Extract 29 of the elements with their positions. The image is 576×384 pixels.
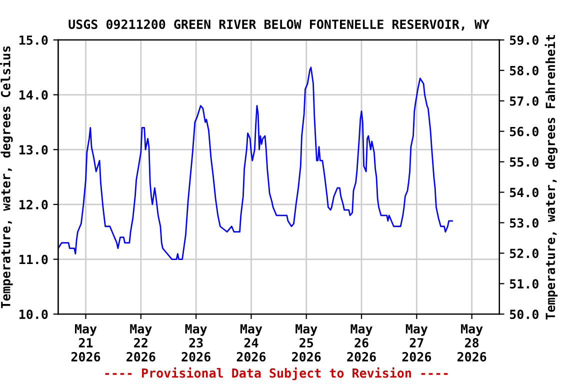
- y-tick-label: 12.0: [20, 200, 48, 210]
- y2-tick-label: 51.0: [510, 279, 538, 289]
- y2-axis-title: Temperature, water, degrees Fahrenheit: [544, 35, 558, 320]
- y2-tick-label: 55.0: [510, 157, 538, 167]
- y2-tick-label: 57.0: [510, 96, 538, 106]
- y-tick-label: 13.0: [20, 145, 48, 155]
- y-tick-label: 11.0: [20, 254, 48, 264]
- x-tick-label: May 27 2026: [402, 324, 432, 362]
- x-tick-label: May 25 2026: [292, 324, 321, 362]
- y2-tick-label: 56.0: [510, 126, 538, 136]
- line-series: [58, 66, 453, 260]
- x-tick-label: May 26 2026: [347, 324, 376, 362]
- y2-tick-label: 59.0: [510, 35, 538, 45]
- x-tick-label: May 22 2026: [126, 324, 156, 362]
- x-tick-label: May 23 2026: [182, 324, 210, 362]
- x-tick-label: May 28 2026: [457, 324, 486, 362]
- y2-tick-label: 54.0: [510, 188, 538, 198]
- y2-tick-label: 52.0: [510, 248, 538, 258]
- text: ---- Provisional Data Subject to Revision ----: [105, 367, 448, 380]
- y-tick-label: 15.0: [20, 35, 48, 45]
- y2-tick-label: 50.0: [510, 310, 538, 320]
- x-tick-label: May 21 2026: [71, 324, 100, 362]
- x-tick-label: May 24 2026: [236, 324, 266, 362]
- y-axis-title: Temperature, water, degrees Celsius: [0, 46, 13, 308]
- y-tick-label: 14.0: [20, 90, 48, 100]
- y2-tick-label: 53.0: [510, 218, 538, 228]
- y-tick-label: 10.0: [20, 310, 48, 320]
- y2-tick-label: 58.0: [510, 66, 538, 76]
- chart-title: USGS 09211200 GREEN RIVER BELOW FONTENELLE RESERVOIR, WY: [68, 20, 490, 31]
